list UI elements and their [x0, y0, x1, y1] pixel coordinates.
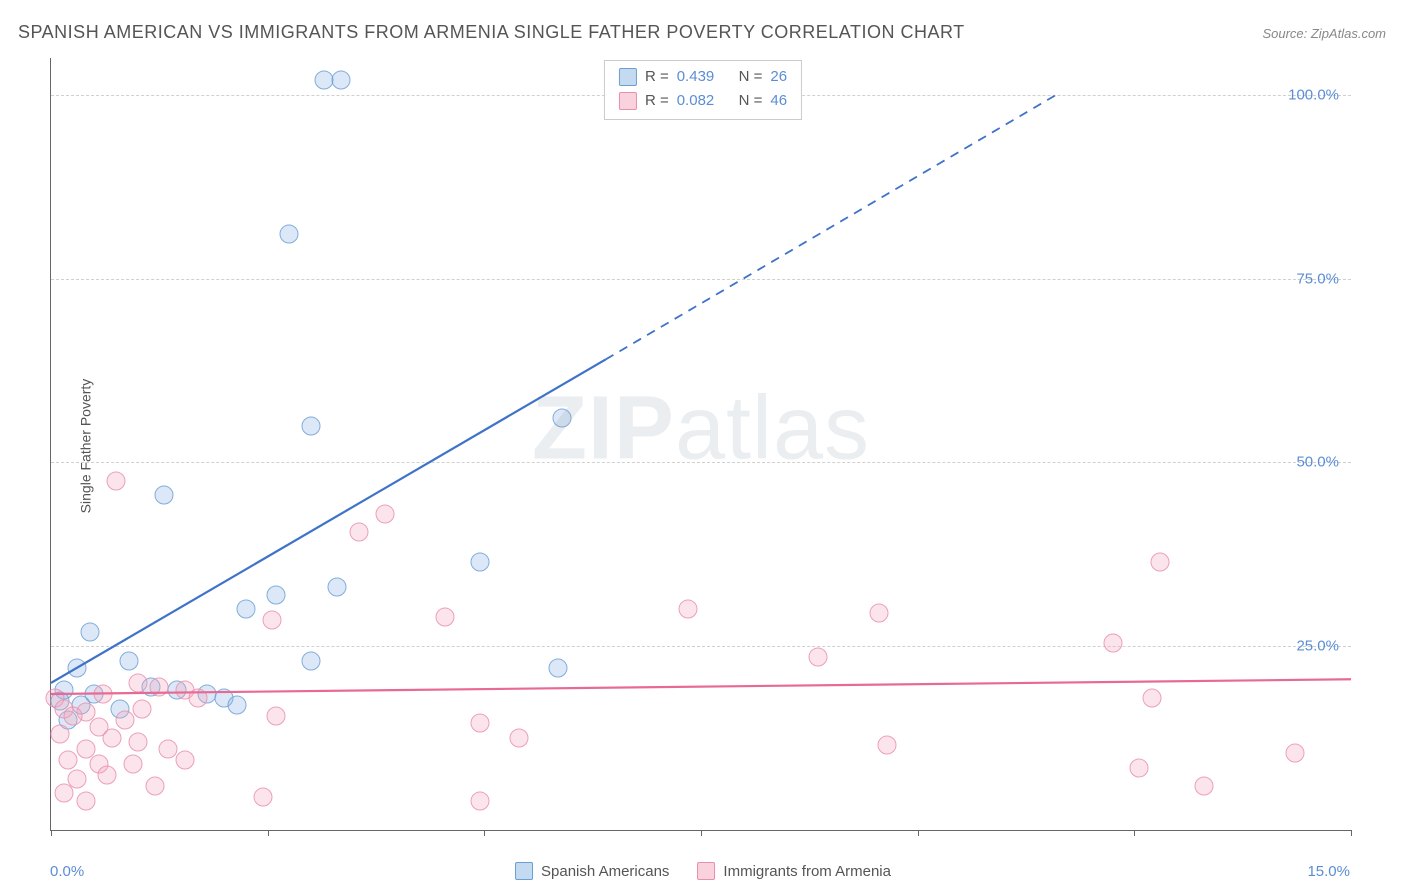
x-max-label: 15.0% — [1307, 863, 1350, 880]
data-point — [332, 71, 351, 90]
y-tick-label: 50.0% — [1296, 454, 1339, 471]
data-point — [50, 725, 69, 744]
data-point — [59, 751, 78, 770]
data-point — [76, 791, 95, 810]
series-legend: Spanish Americans Immigrants from Armeni… — [515, 862, 891, 880]
data-point — [146, 776, 165, 795]
x-tick — [701, 830, 702, 836]
data-point — [128, 673, 147, 692]
legend-row-pink: R = 0.082 N = 46 — [619, 89, 787, 113]
data-point — [869, 604, 888, 623]
chart-title: SPANISH AMERICAN VS IMMIGRANTS FROM ARME… — [18, 22, 965, 43]
data-point — [1142, 688, 1161, 707]
data-point — [809, 648, 828, 667]
data-point — [1129, 758, 1148, 777]
data-point — [94, 684, 113, 703]
data-point — [254, 787, 273, 806]
x-tick — [51, 830, 52, 836]
data-point — [228, 696, 247, 715]
data-point — [81, 622, 100, 641]
watermark: ZIPatlas — [532, 377, 870, 480]
data-point — [124, 754, 143, 773]
data-point — [237, 600, 256, 619]
data-point — [63, 707, 82, 726]
data-point — [436, 607, 455, 626]
legend-row-blue: R = 0.439 N = 26 — [619, 65, 787, 89]
data-point — [471, 552, 490, 571]
data-point — [263, 611, 282, 630]
data-point — [150, 677, 169, 696]
data-point — [471, 714, 490, 733]
data-point — [375, 504, 394, 523]
data-point — [159, 740, 178, 759]
data-point — [133, 699, 152, 718]
data-point — [1285, 743, 1304, 762]
data-point — [315, 71, 334, 90]
data-point — [267, 585, 286, 604]
data-point — [510, 729, 529, 748]
data-point — [267, 707, 286, 726]
swatch-blue-icon — [619, 68, 637, 86]
data-point — [328, 578, 347, 597]
data-point — [98, 765, 117, 784]
data-point — [1103, 633, 1122, 652]
x-tick — [1351, 830, 1352, 836]
trend-lines-svg — [51, 58, 1351, 830]
gridline — [51, 462, 1351, 463]
y-tick-label: 25.0% — [1296, 638, 1339, 655]
data-point — [102, 729, 121, 748]
data-point — [1151, 552, 1170, 571]
swatch-blue-icon — [515, 862, 533, 880]
data-point — [280, 225, 299, 244]
correlation-legend: R = 0.439 N = 26 R = 0.082 N = 46 — [604, 60, 802, 120]
data-point — [68, 659, 87, 678]
data-point — [878, 736, 897, 755]
data-point — [349, 523, 368, 542]
data-point — [115, 710, 134, 729]
swatch-pink-icon — [619, 92, 637, 110]
gridline — [51, 646, 1351, 647]
data-point — [302, 651, 321, 670]
data-point — [549, 659, 568, 678]
data-point — [55, 784, 74, 803]
swatch-pink-icon — [697, 862, 715, 880]
data-point — [553, 409, 572, 428]
data-point — [1194, 776, 1213, 795]
x-tick — [918, 830, 919, 836]
y-tick-label: 100.0% — [1288, 86, 1339, 103]
x-tick — [484, 830, 485, 836]
data-point — [302, 416, 321, 435]
data-point — [679, 600, 698, 619]
legend-item-blue: Spanish Americans — [515, 862, 669, 880]
x-min-label: 0.0% — [50, 863, 84, 880]
gridline — [51, 279, 1351, 280]
x-tick — [1134, 830, 1135, 836]
data-point — [120, 651, 139, 670]
data-point — [471, 791, 490, 810]
chart-container: SPANISH AMERICAN VS IMMIGRANTS FROM ARME… — [0, 0, 1406, 892]
legend-item-pink: Immigrants from Armenia — [697, 862, 891, 880]
data-point — [107, 471, 126, 490]
data-point — [128, 732, 147, 751]
source-label: Source: ZipAtlas.com — [1262, 26, 1386, 41]
data-point — [176, 751, 195, 770]
y-tick-label: 75.0% — [1296, 270, 1339, 287]
data-point — [154, 486, 173, 505]
data-point — [189, 688, 208, 707]
plot-area: ZIPatlas 25.0% 50.0% 75.0% 100.0% — [50, 58, 1351, 831]
x-tick — [268, 830, 269, 836]
